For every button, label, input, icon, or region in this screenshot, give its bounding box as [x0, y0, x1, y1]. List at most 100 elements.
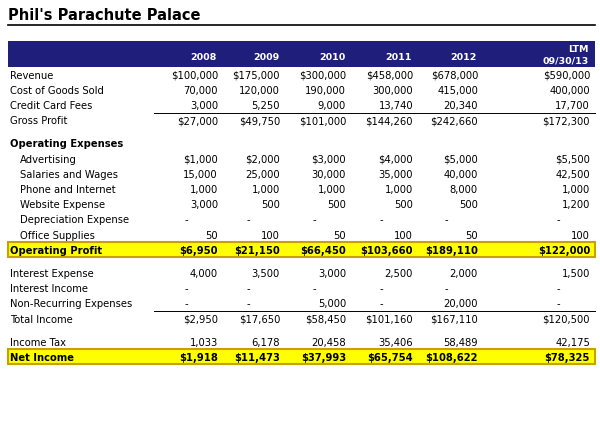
Bar	[8, 243, 595, 257]
Text: 1,200: 1,200	[562, 200, 590, 210]
Text: $108,622: $108,622	[425, 352, 478, 362]
Text: 190,000: 190,000	[305, 86, 346, 95]
Text: -: -	[184, 299, 188, 309]
Text: Cost of Goods Sold: Cost of Goods Sold	[10, 86, 104, 95]
Text: 2009: 2009	[253, 53, 279, 62]
Text: 35,000: 35,000	[379, 170, 413, 179]
Text: $300,000: $300,000	[299, 70, 346, 81]
Text: $5,000: $5,000	[443, 154, 478, 164]
Text: Total Income: Total Income	[10, 314, 73, 324]
Bar	[8, 42, 595, 68]
Text: 35,406: 35,406	[379, 337, 413, 347]
Text: Income Tax: Income Tax	[10, 337, 66, 347]
Text: -: -	[246, 284, 250, 294]
Text: $6,950: $6,950	[179, 245, 218, 255]
Text: Revenue: Revenue	[10, 70, 53, 81]
Text: $172,300: $172,300	[542, 116, 590, 126]
Text: $101,000: $101,000	[299, 116, 346, 126]
Text: $65,754: $65,754	[367, 352, 413, 362]
Text: 1,000: 1,000	[318, 184, 346, 195]
Text: $242,660: $242,660	[430, 116, 478, 126]
Text: -: -	[556, 215, 560, 225]
Text: 40,000: 40,000	[443, 170, 478, 179]
Text: 25,000: 25,000	[245, 170, 280, 179]
Text: 20,340: 20,340	[443, 101, 478, 111]
Text: 2010: 2010	[319, 53, 345, 62]
Text: $21,150: $21,150	[234, 245, 280, 255]
Text: $66,450: $66,450	[300, 245, 346, 255]
Text: 3,000: 3,000	[318, 268, 346, 278]
Text: Net Income: Net Income	[10, 352, 74, 362]
Text: 100: 100	[571, 230, 590, 240]
Text: $1,000: $1,000	[183, 154, 218, 164]
Text: 3,500: 3,500	[252, 268, 280, 278]
Text: $189,110: $189,110	[425, 245, 478, 255]
Text: $590,000: $590,000	[542, 70, 590, 81]
Text: $4,000: $4,000	[379, 154, 413, 164]
Text: 4,000: 4,000	[190, 268, 218, 278]
Text: 58,489: 58,489	[443, 337, 478, 347]
Text: -: -	[246, 215, 250, 225]
Text: 13,740: 13,740	[379, 101, 413, 111]
Text: 1,000: 1,000	[385, 184, 413, 195]
Text: $458,000: $458,000	[366, 70, 413, 81]
Text: $120,500: $120,500	[542, 314, 590, 324]
Text: $1,918: $1,918	[179, 352, 218, 362]
Text: 2,000: 2,000	[450, 268, 478, 278]
Text: Gross Profit: Gross Profit	[10, 116, 67, 126]
Text: 1,000: 1,000	[562, 184, 590, 195]
Text: 3,000: 3,000	[190, 200, 218, 210]
Text: Phil's Parachute Palace: Phil's Parachute Palace	[8, 8, 200, 23]
Text: 500: 500	[327, 200, 346, 210]
Text: $58,450: $58,450	[305, 314, 346, 324]
Text: 120,000: 120,000	[239, 86, 280, 95]
Text: Phone and Internet: Phone and Internet	[20, 184, 116, 195]
Text: 20,000: 20,000	[443, 299, 478, 309]
Text: $11,473: $11,473	[234, 352, 280, 362]
Text: 8,000: 8,000	[450, 184, 478, 195]
Text: $27,000: $27,000	[177, 116, 218, 126]
Text: -: -	[556, 284, 560, 294]
Text: 1,000: 1,000	[252, 184, 280, 195]
Text: 300,000: 300,000	[373, 86, 413, 95]
Text: 50: 50	[205, 230, 218, 240]
Text: Office Supplies: Office Supplies	[20, 230, 95, 240]
Text: 17,700: 17,700	[555, 101, 590, 111]
Text: $101,160: $101,160	[365, 314, 413, 324]
Text: $2,950: $2,950	[183, 314, 218, 324]
Text: -: -	[556, 299, 560, 309]
Text: Depreciation Expense: Depreciation Expense	[20, 215, 129, 225]
Text: 2008: 2008	[191, 53, 217, 62]
Text: -: -	[379, 299, 383, 309]
Text: 500: 500	[261, 200, 280, 210]
Text: Advertising: Advertising	[20, 154, 77, 164]
Text: 500: 500	[459, 200, 478, 210]
Text: 30,000: 30,000	[311, 170, 346, 179]
Text: 100: 100	[261, 230, 280, 240]
Text: 42,500: 42,500	[556, 170, 590, 179]
Text: 1,500: 1,500	[562, 268, 590, 278]
Text: -: -	[184, 215, 188, 225]
Text: 2,500: 2,500	[385, 268, 413, 278]
Text: 500: 500	[394, 200, 413, 210]
Text: 09/30/13: 09/30/13	[543, 56, 589, 65]
Text: -: -	[379, 215, 383, 225]
Text: Non-Recurring Expenses: Non-Recurring Expenses	[10, 299, 132, 309]
Text: 50: 50	[466, 230, 478, 240]
Bar	[8, 350, 595, 364]
Text: 1,000: 1,000	[190, 184, 218, 195]
Text: $3,000: $3,000	[311, 154, 346, 164]
Text: LTM: LTM	[569, 45, 589, 54]
Text: 400,000: 400,000	[550, 86, 590, 95]
Text: 6,178: 6,178	[251, 337, 280, 347]
Text: Operating Expenses: Operating Expenses	[10, 139, 123, 149]
Text: $678,000: $678,000	[431, 70, 478, 81]
Text: $49,750: $49,750	[239, 116, 280, 126]
Text: Operating Profit: Operating Profit	[10, 245, 102, 255]
Text: 1,033: 1,033	[190, 337, 218, 347]
Text: $144,260: $144,260	[365, 116, 413, 126]
Text: -: -	[184, 284, 188, 294]
Text: -: -	[379, 284, 383, 294]
Text: 100: 100	[394, 230, 413, 240]
Text: Interest Expense: Interest Expense	[10, 268, 94, 278]
